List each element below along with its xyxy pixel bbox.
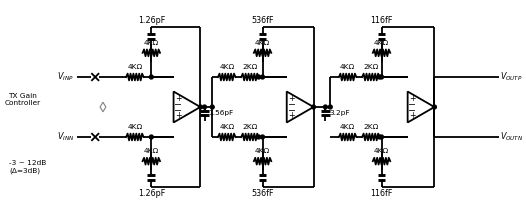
Text: 4KΩ: 4KΩ — [340, 64, 355, 70]
Circle shape — [260, 135, 265, 139]
Text: 4KΩ: 4KΩ — [219, 64, 234, 70]
Circle shape — [380, 135, 383, 139]
Text: +: + — [175, 111, 181, 120]
Text: $V_{OUTP}$: $V_{OUTP}$ — [501, 71, 523, 83]
Circle shape — [257, 75, 260, 79]
Circle shape — [328, 105, 332, 109]
Circle shape — [323, 105, 327, 109]
Text: 4KΩ: 4KΩ — [374, 148, 389, 154]
Text: 2KΩ: 2KΩ — [363, 64, 379, 70]
Text: −: − — [409, 105, 417, 114]
Circle shape — [260, 75, 265, 79]
Text: −: − — [175, 100, 183, 109]
Text: $V_{OUTN}$: $V_{OUTN}$ — [501, 131, 524, 143]
Text: 1.26pF: 1.26pF — [138, 16, 165, 25]
Text: −: − — [409, 100, 417, 109]
Text: 2KΩ: 2KΩ — [242, 124, 258, 130]
Text: $V_{INP}$: $V_{INP}$ — [57, 71, 74, 83]
Circle shape — [432, 105, 437, 109]
Text: 4KΩ: 4KΩ — [255, 148, 270, 154]
Text: +: + — [288, 111, 295, 120]
Circle shape — [149, 75, 153, 79]
Text: 4KΩ: 4KΩ — [144, 148, 159, 154]
Circle shape — [198, 105, 203, 109]
Text: 3.2pF: 3.2pF — [329, 110, 350, 116]
Text: 4KΩ: 4KΩ — [127, 64, 143, 70]
Circle shape — [378, 75, 381, 79]
Text: −: − — [288, 100, 296, 109]
Circle shape — [203, 105, 206, 109]
Text: 4KΩ: 4KΩ — [144, 40, 159, 46]
Text: TX Gain
Controller: TX Gain Controller — [5, 93, 41, 106]
Text: -3 ~ 12dB
(Δ=3dB): -3 ~ 12dB (Δ=3dB) — [9, 160, 46, 174]
Text: −: − — [175, 105, 183, 114]
Circle shape — [311, 105, 316, 109]
Text: −: − — [288, 105, 296, 114]
Circle shape — [380, 75, 383, 79]
Text: 2KΩ: 2KΩ — [242, 64, 258, 70]
Text: 116fF: 116fF — [370, 189, 393, 198]
Text: +: + — [175, 94, 181, 103]
Text: 4KΩ: 4KΩ — [374, 40, 389, 46]
Text: 4KΩ: 4KΩ — [340, 124, 355, 130]
Circle shape — [378, 135, 381, 139]
Text: 1.56pF: 1.56pF — [208, 110, 234, 116]
Circle shape — [257, 135, 260, 139]
Text: +: + — [288, 94, 295, 103]
Text: 536fF: 536fF — [251, 16, 274, 25]
Text: 536fF: 536fF — [251, 189, 274, 198]
Text: 1.26pF: 1.26pF — [138, 189, 165, 198]
Text: 4KΩ: 4KΩ — [255, 40, 270, 46]
Text: $V_{INN}$: $V_{INN}$ — [57, 131, 75, 143]
Text: 4KΩ: 4KΩ — [127, 124, 143, 130]
Circle shape — [149, 135, 153, 139]
Text: +: + — [409, 111, 416, 120]
Text: 2KΩ: 2KΩ — [363, 124, 379, 130]
Circle shape — [210, 105, 214, 109]
Text: +: + — [409, 94, 416, 103]
Text: 116fF: 116fF — [370, 16, 393, 25]
Text: 4KΩ: 4KΩ — [219, 124, 234, 130]
